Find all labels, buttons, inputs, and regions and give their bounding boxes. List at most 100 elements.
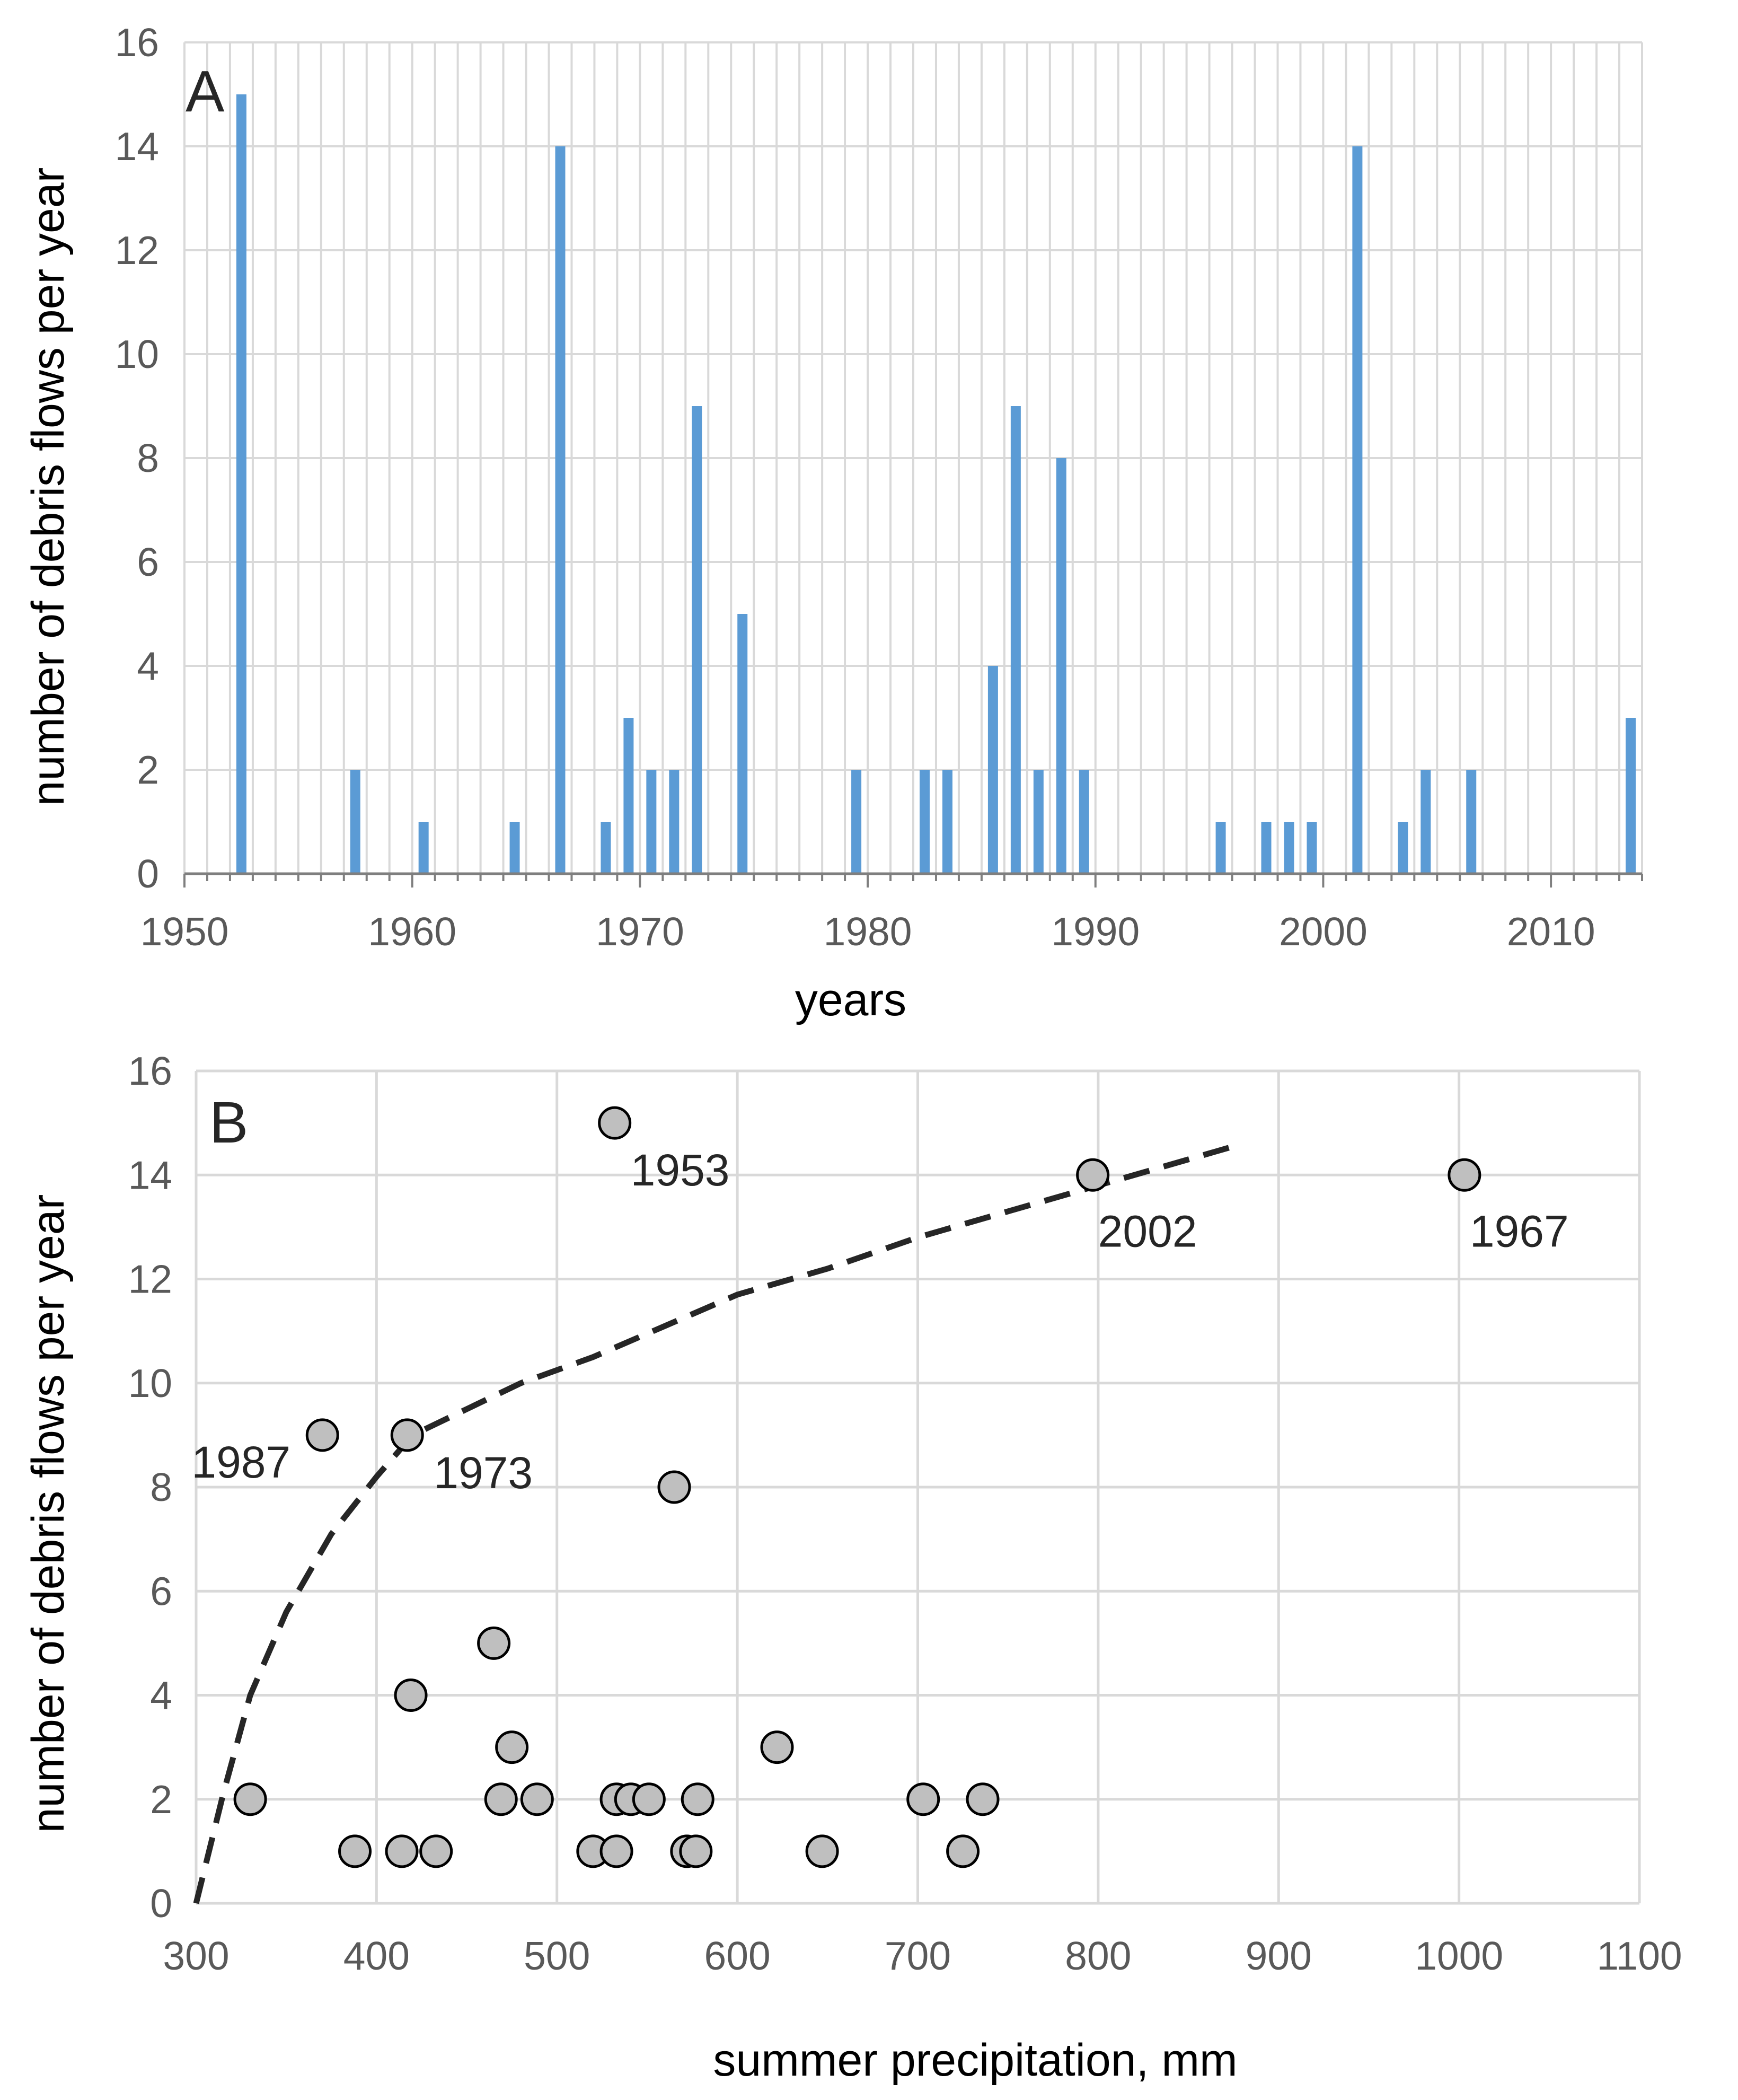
scatter-point (338, 1834, 372, 1868)
bar-1972 (692, 406, 702, 874)
bar-1987 (1033, 770, 1044, 874)
scatter-point (599, 1834, 633, 1868)
panel-a-x-tick-label: 2010 (1507, 909, 1595, 954)
bar-2006 (1466, 770, 1477, 874)
bar-2003 (1398, 822, 1408, 874)
bar-1997 (1261, 822, 1272, 874)
scatter-point (520, 1782, 554, 1816)
bar-1968 (601, 822, 611, 874)
bar-1966 (555, 146, 566, 874)
bar-1998 (1284, 822, 1294, 874)
panel-b-x-tick-label: 700 (885, 1934, 951, 1978)
scatter-point (1448, 1158, 1481, 1192)
bar-1989 (1079, 770, 1089, 874)
panel-a-y-tick-label: 14 (115, 124, 159, 169)
bar-1974 (737, 614, 748, 874)
scatter-point (657, 1470, 691, 1504)
panel-b-trend-line (193, 1141, 1243, 1904)
panel-a-bars (236, 94, 1636, 874)
panel-b-y-tick-label: 16 (128, 1049, 172, 1093)
panel-b-y-tick-label: 14 (128, 1153, 172, 1197)
panel-b-y-tick-label: 6 (150, 1569, 172, 1613)
scatter-point (946, 1834, 980, 1868)
panel-b-annotations: 1953 2002 1967 1987 1973 (191, 1145, 1568, 1498)
panel-b-y-axis-title: number of debris flows per year (23, 1194, 74, 1833)
scatter-point (495, 1730, 529, 1764)
scatter-point (477, 1626, 511, 1660)
bar-1986 (1010, 406, 1021, 874)
annotation-1953: 1953 (631, 1145, 730, 1195)
scatter-point (1076, 1158, 1110, 1192)
scatter-point (966, 1782, 1000, 1816)
panel-b-y-tick-label: 2 (150, 1777, 172, 1822)
scatter-point (390, 1418, 424, 1452)
panel-a-tick-labels: 1950 1960 1970 1980 1990 2000 2010 0 2 4 6 8 10 12 14 1… (115, 20, 1595, 954)
bar-1999 (1307, 822, 1317, 874)
scatter-point (385, 1834, 419, 1868)
bar-1957 (350, 770, 360, 874)
scatter-point (681, 1782, 714, 1816)
panel-b-y-tick-label: 12 (128, 1257, 172, 1302)
panel-b-x-tick-label: 800 (1065, 1934, 1131, 1978)
scatter-point (679, 1834, 713, 1868)
panel-a-y-axis-title: number of debris flows per year (23, 168, 74, 806)
panel-a-x-tick-label: 2000 (1279, 909, 1368, 954)
panel-a-y-tick-label: 0 (137, 851, 159, 896)
panel-a-bar-chart: 1950 1960 1970 1980 1990 2000 2010 0 2 4 6 8 10 12 14 1… (23, 20, 1643, 1025)
panel-a-x-tick-label: 1950 (140, 909, 229, 954)
panel-b-x-tick-label: 900 (1246, 1934, 1312, 1978)
panel-a-x-tick-label: 1980 (824, 909, 912, 954)
scatter-point (233, 1782, 267, 1816)
scatter-point (419, 1834, 453, 1868)
panel-a-y-tick-label: 2 (137, 748, 159, 792)
bar-2013 (1626, 718, 1636, 874)
bar-1960 (418, 822, 429, 874)
scatter-point (805, 1834, 839, 1868)
panel-b-gridlines (195, 1069, 1641, 1905)
bar-1988 (1056, 458, 1066, 874)
panel-b-x-tick-label: 400 (343, 1934, 410, 1978)
panel-a-y-tick-label: 16 (115, 20, 159, 65)
bar-1982 (919, 770, 930, 874)
panel-b-x-axis-title: summer precipitation, mm (713, 2035, 1237, 2086)
panel-b-x-tick-label: 500 (524, 1934, 590, 1978)
scatter-point (598, 1106, 632, 1140)
annotation-2002: 2002 (1098, 1206, 1197, 1256)
panel-a-x-tick-label: 1960 (368, 909, 456, 954)
annotation-1967: 1967 (1470, 1206, 1569, 1256)
scatter-point (305, 1418, 339, 1452)
panel-b-points (233, 1106, 1481, 1868)
bar-1969 (623, 718, 634, 874)
bar-1983 (942, 770, 952, 874)
panel-a-y-tick-label: 4 (137, 644, 159, 688)
bar-1971 (669, 770, 680, 874)
scatter-point (632, 1782, 666, 1816)
panel-b-scatter-chart: 1953 2002 1967 1987 1973 300 400 500 600 700 800 9… (23, 1049, 1682, 2086)
panel-a-gridlines (183, 41, 1643, 875)
panel-a-x-tick-label: 1990 (1051, 909, 1140, 954)
annotation-1987: 1987 (191, 1437, 290, 1487)
scatter-point (394, 1679, 428, 1712)
bar-1964 (509, 822, 520, 874)
panel-b-y-tick-label: 10 (128, 1361, 172, 1405)
panel-b-y-tick-label: 4 (150, 1673, 172, 1718)
bar-1979 (851, 770, 862, 874)
panel-a-y-tick-label: 8 (137, 436, 159, 480)
panel-a-x-tick-label: 1970 (596, 909, 684, 954)
panel-b-x-tick-label: 300 (163, 1934, 229, 1978)
panel-b-tick-labels: 300 400 500 600 700 800 900 1000 1100 0 2 4 6 8 10 12 14… (128, 1049, 1682, 1978)
panel-b-y-tick-label: 0 (150, 1881, 172, 1926)
panel-a-y-tick-label: 6 (137, 540, 159, 584)
bar-2001 (1352, 146, 1363, 874)
bar-1995 (1215, 822, 1226, 874)
scatter-point (760, 1730, 794, 1764)
panel-b-letter: B (209, 1090, 248, 1155)
bar-1985 (987, 666, 998, 874)
panel-a-y-tick-label: 10 (115, 332, 159, 376)
scatter-point (906, 1782, 940, 1816)
panel-b-x-tick-label: 1000 (1415, 1934, 1503, 1978)
bar-1970 (646, 770, 657, 874)
panel-b-x-tick-label: 600 (704, 1934, 771, 1978)
